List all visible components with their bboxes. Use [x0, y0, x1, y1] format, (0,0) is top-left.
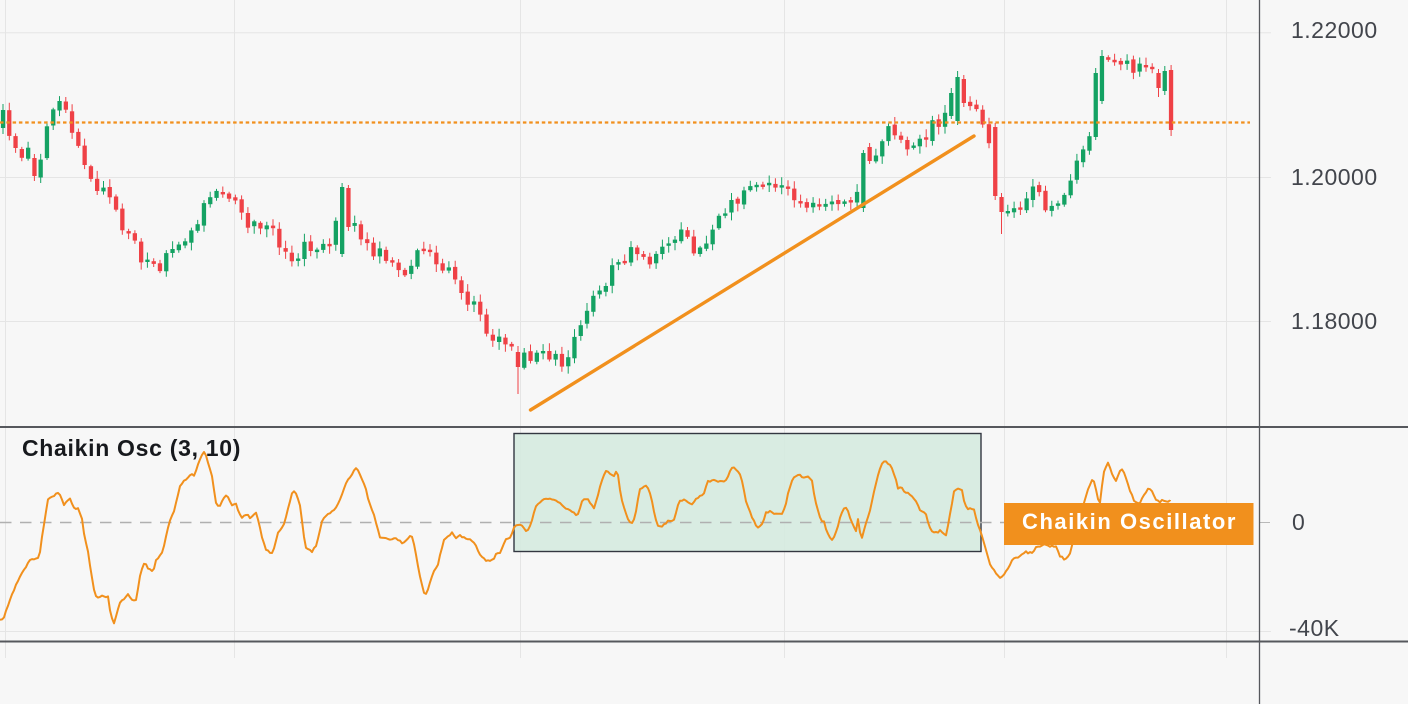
svg-text:1.22000: 1.22000 — [1291, 17, 1378, 43]
svg-text:1.18000: 1.18000 — [1291, 308, 1378, 334]
svg-text:Chaikin Oscillator: Chaikin Oscillator — [1022, 509, 1237, 534]
svg-text:0: 0 — [1292, 509, 1305, 535]
svg-text:1.20000: 1.20000 — [1291, 164, 1378, 190]
svg-text:Chaikin Osc (3, 10): Chaikin Osc (3, 10) — [22, 435, 241, 461]
svg-text:-40K: -40K — [1289, 615, 1340, 641]
